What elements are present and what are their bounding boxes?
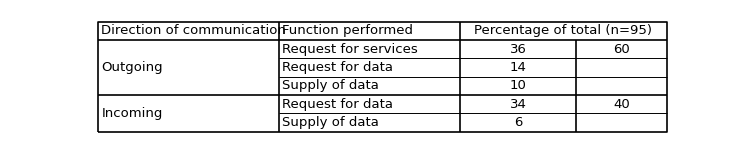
Text: Supply of data: Supply of data xyxy=(282,79,379,92)
Text: Function performed: Function performed xyxy=(282,24,413,37)
Text: Supply of data: Supply of data xyxy=(282,116,379,129)
Text: Incoming: Incoming xyxy=(101,107,163,120)
Text: 60: 60 xyxy=(613,43,630,56)
Text: Outgoing: Outgoing xyxy=(101,61,163,74)
Text: Request for data: Request for data xyxy=(282,98,393,111)
Text: Request for data: Request for data xyxy=(282,61,393,74)
Text: 40: 40 xyxy=(613,98,630,111)
Text: 10: 10 xyxy=(510,79,527,92)
Text: 36: 36 xyxy=(510,43,527,56)
Text: 34: 34 xyxy=(510,98,527,111)
Text: Request for services: Request for services xyxy=(282,43,418,56)
Text: 14: 14 xyxy=(510,61,527,74)
Text: Direction of communication: Direction of communication xyxy=(101,24,286,37)
Text: Percentage of total (n=95): Percentage of total (n=95) xyxy=(474,24,652,37)
Text: 6: 6 xyxy=(514,116,522,129)
